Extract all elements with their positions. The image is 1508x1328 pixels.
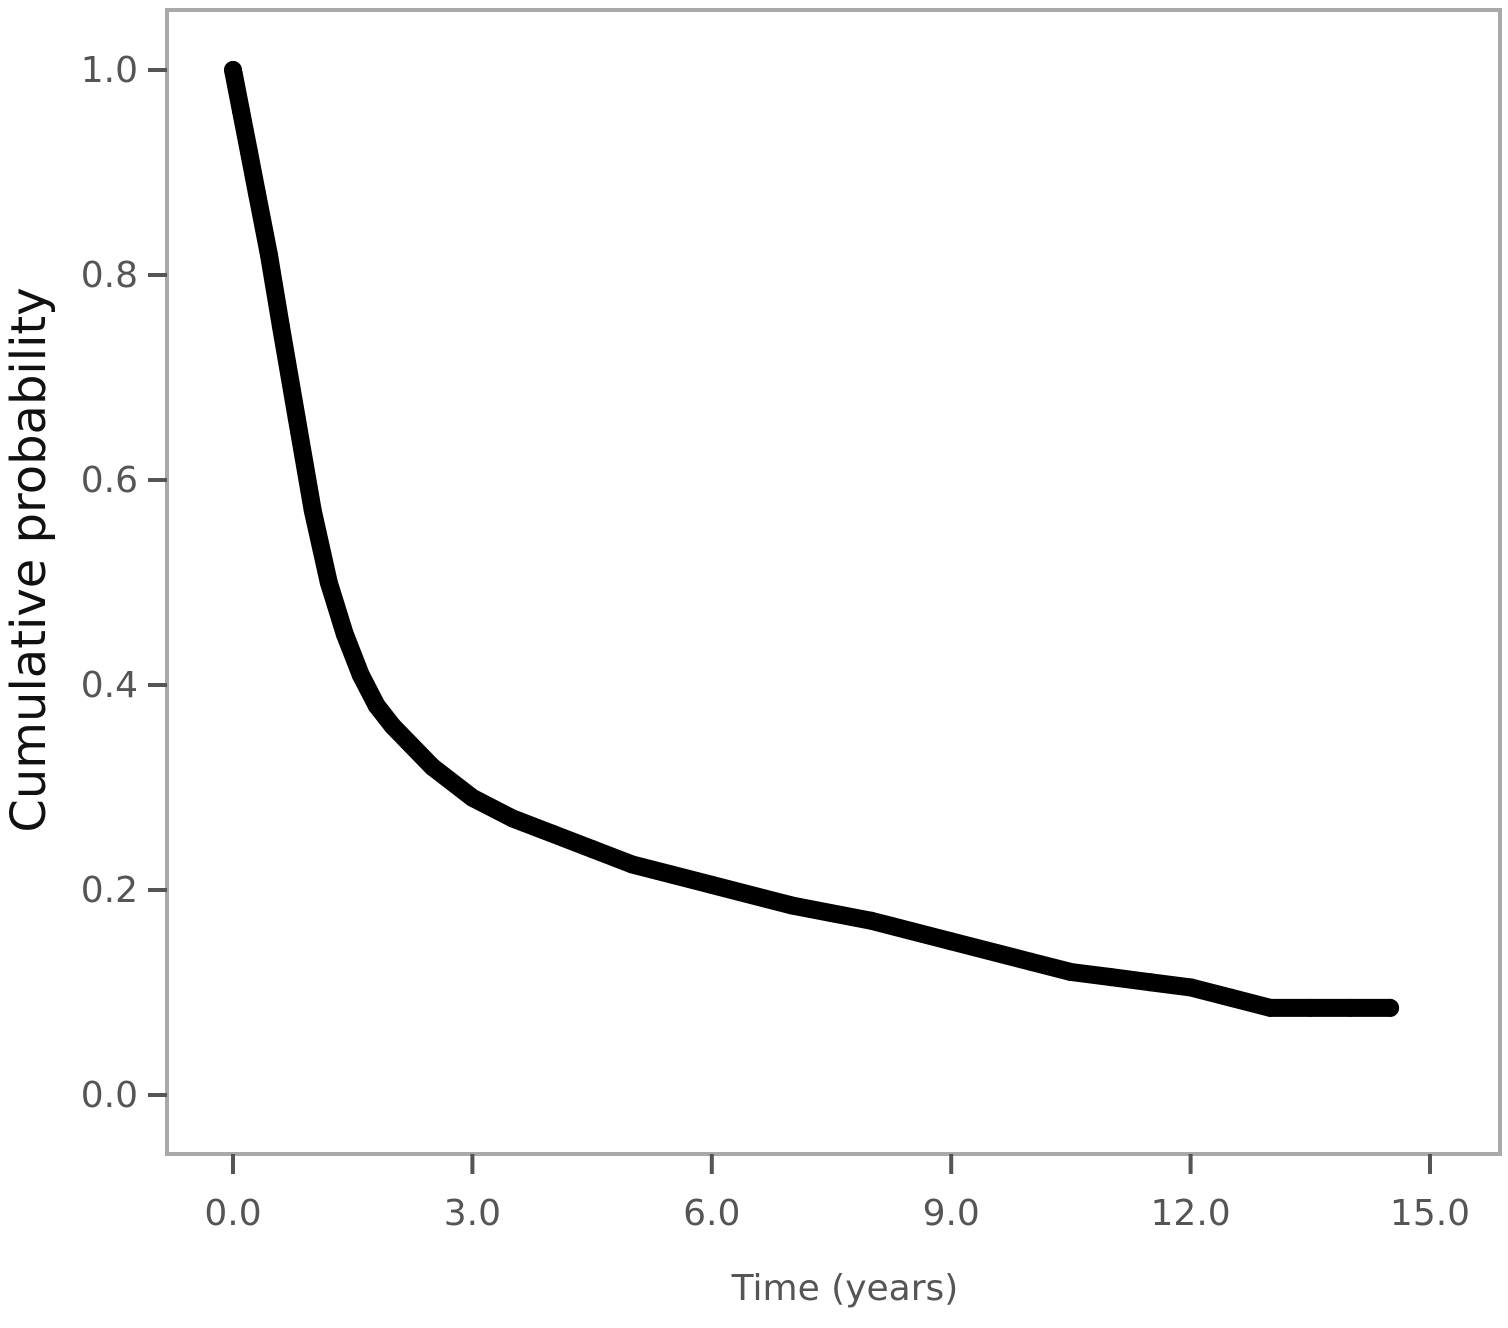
series-group (224, 61, 1400, 1017)
data-point (383, 717, 402, 735)
y-tick-label: 0.8 (81, 255, 138, 296)
data-point (224, 61, 242, 79)
data-point (423, 758, 442, 776)
y-axis: 0.0 0.2 0.4 0.6 0.8 1.0 (81, 50, 167, 1116)
series-line (224, 61, 1400, 1017)
y-tick-label: 0.0 (81, 1075, 138, 1116)
y-tick-label: 0.4 (81, 665, 138, 706)
data-point (1022, 952, 1040, 971)
x-tick-label: 3.0 (444, 1193, 501, 1234)
data-point (1221, 988, 1240, 1007)
data-point (271, 317, 290, 336)
data-point (782, 896, 801, 915)
data-point (702, 875, 721, 894)
x-tick-label: 15.0 (1390, 1193, 1470, 1234)
data-point (259, 245, 278, 264)
data-point (1261, 998, 1280, 1017)
data-point (1181, 978, 1200, 997)
data-point (1141, 973, 1160, 992)
data-point (287, 409, 306, 428)
data-point (303, 501, 322, 520)
data-point (351, 665, 370, 684)
plot-frame (165, 8, 1502, 1156)
x-tick-label: 6.0 (683, 1193, 740, 1234)
x-axis: 0.0 3.0 6.0 9.0 12.0 15.0 (204, 1154, 1470, 1234)
y-tick-label: 1.0 (81, 50, 138, 91)
data-point (1301, 998, 1320, 1017)
data-point (1381, 998, 1400, 1017)
data-point (247, 184, 266, 202)
data-point (1061, 963, 1080, 981)
x-tick-label: 12.0 (1151, 1193, 1231, 1234)
data-point (503, 809, 522, 828)
data-point (240, 143, 258, 161)
data-point (232, 102, 250, 120)
x-axis-title: Time (years) (731, 1268, 959, 1309)
data-point (335, 624, 354, 643)
data-point (543, 824, 562, 843)
data-point (1101, 968, 1120, 987)
data-point (463, 788, 482, 807)
data-point (367, 696, 386, 715)
y-tick-label: 0.2 (81, 870, 138, 911)
y-tick-label: 0.6 (81, 460, 138, 501)
data-point (319, 573, 338, 592)
data-point (623, 855, 641, 874)
y-axis-title: Cumulative probability (1, 287, 57, 832)
data-point (942, 932, 961, 951)
x-tick-label: 0.0 (204, 1193, 261, 1234)
data-point (662, 865, 681, 884)
data-point (1341, 998, 1360, 1017)
data-point (583, 840, 602, 858)
data-point (862, 911, 881, 930)
x-tick-label: 9.0 (923, 1193, 980, 1234)
